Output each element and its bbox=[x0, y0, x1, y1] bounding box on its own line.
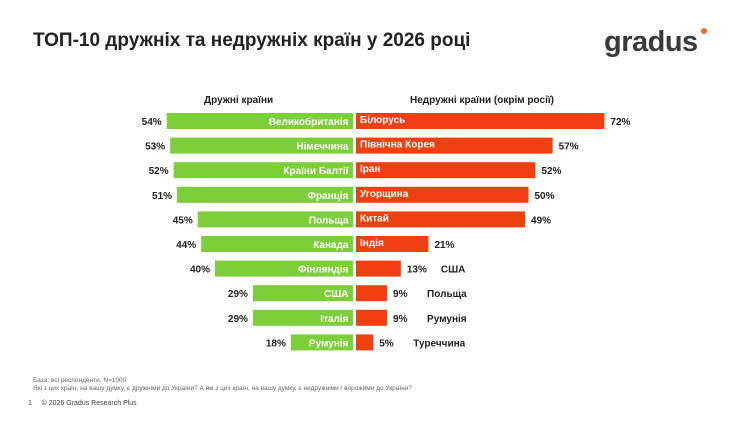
unfriendly-value-label: 5% bbox=[379, 338, 394, 349]
page-title: ТОП-10 дружніх та недружніх країн у 2026… bbox=[33, 30, 471, 51]
friendly-country-label: Франція bbox=[307, 191, 348, 202]
unfriendly-value-label: 49% bbox=[531, 215, 551, 226]
friendly-bar bbox=[215, 260, 353, 277]
friendly-country-label: Німеччина bbox=[296, 142, 349, 153]
unfriendly-value-label: 57% bbox=[559, 142, 579, 153]
footer: 1 © 2026 Gradus Research Plus bbox=[28, 400, 137, 407]
unfriendly-bar bbox=[356, 334, 374, 351]
unfriendly-country-label: Туреччина bbox=[413, 338, 465, 349]
friendly-bar bbox=[170, 137, 353, 154]
question-note: Які з цих країн, на вашу думку, є дружні… bbox=[33, 385, 412, 392]
unfriendly-country-label: Румунія bbox=[427, 314, 467, 325]
friendly-value-label: 45% bbox=[173, 215, 193, 226]
friendly-value-label: 44% bbox=[176, 240, 196, 251]
friendly-bar bbox=[173, 162, 353, 179]
friendly-country-label: Італія bbox=[320, 314, 348, 325]
friendly-bar bbox=[177, 186, 353, 203]
unfriendly-country-label: Угорщина bbox=[360, 189, 409, 200]
friendly-country-label: Великобританія bbox=[269, 116, 349, 128]
unfriendly-bar bbox=[356, 236, 429, 252]
friendly-country-label: Фінляндія bbox=[298, 265, 349, 276]
friendly-value-label: 29% bbox=[228, 289, 248, 300]
friendly-country-label: США bbox=[324, 289, 349, 300]
friendly-bar bbox=[252, 309, 353, 326]
unfriendly-bar bbox=[356, 309, 388, 326]
gradus-logo: gradus bbox=[604, 26, 707, 59]
friendly-value-label: 40% bbox=[190, 265, 210, 276]
unfriendly-value-label: 72% bbox=[610, 117, 630, 128]
friendly-value-label: 18% bbox=[266, 338, 286, 349]
right-column-title: Недружні країни (окрім росії) bbox=[410, 95, 555, 106]
base-note: База: всі респонденти, N=1000 bbox=[33, 377, 127, 384]
unfriendly-country-label: Білорусь bbox=[360, 115, 405, 126]
unfriendly-value-label: 13% bbox=[407, 265, 427, 276]
friendly-bar bbox=[252, 285, 353, 302]
unfriendly-bar bbox=[356, 186, 529, 203]
unfriendly-bar bbox=[356, 260, 401, 277]
friendly-bar bbox=[166, 113, 353, 129]
friendly-value-label: 53% bbox=[145, 142, 165, 153]
friendly-country-label: Канада bbox=[313, 240, 349, 251]
unfriendly-bar bbox=[356, 162, 536, 179]
unfriendly-value-label: 9% bbox=[393, 289, 408, 300]
left-column-title: Дружні країни bbox=[204, 95, 274, 106]
friendly-bar bbox=[201, 236, 353, 252]
friendly-country-label: Румунія bbox=[309, 338, 349, 349]
unfriendly-bar bbox=[356, 285, 388, 302]
unfriendly-country-label: Китай bbox=[360, 213, 389, 224]
unfriendly-country-label: Північна Корея bbox=[360, 140, 435, 151]
unfriendly-value-label: 9% bbox=[393, 314, 408, 325]
friendly-value-label: 29% bbox=[228, 314, 248, 325]
unfriendly-value-label: 52% bbox=[541, 166, 561, 177]
friendly-value-label: 51% bbox=[152, 191, 172, 202]
unfriendly-bar bbox=[356, 113, 605, 129]
friendly-country-label: Польща bbox=[309, 215, 349, 226]
unfriendly-country-label: Індія bbox=[360, 238, 384, 249]
friendly-country-label: Країни Балтії bbox=[283, 166, 348, 177]
unfriendly-country-label: Іран bbox=[360, 164, 381, 175]
friendly-bar bbox=[197, 211, 353, 228]
friendly-value-label: 52% bbox=[149, 166, 169, 177]
unfriendly-bar bbox=[356, 137, 553, 154]
friendly-value-label: 54% bbox=[142, 117, 162, 128]
unfriendly-bar bbox=[356, 211, 526, 228]
unfriendly-country-label: Польща bbox=[427, 289, 467, 300]
unfriendly-value-label: 50% bbox=[535, 191, 555, 202]
friendly-bar bbox=[290, 334, 353, 351]
unfriendly-country-label: США bbox=[441, 265, 466, 276]
unfriendly-value-label: 21% bbox=[434, 240, 454, 251]
